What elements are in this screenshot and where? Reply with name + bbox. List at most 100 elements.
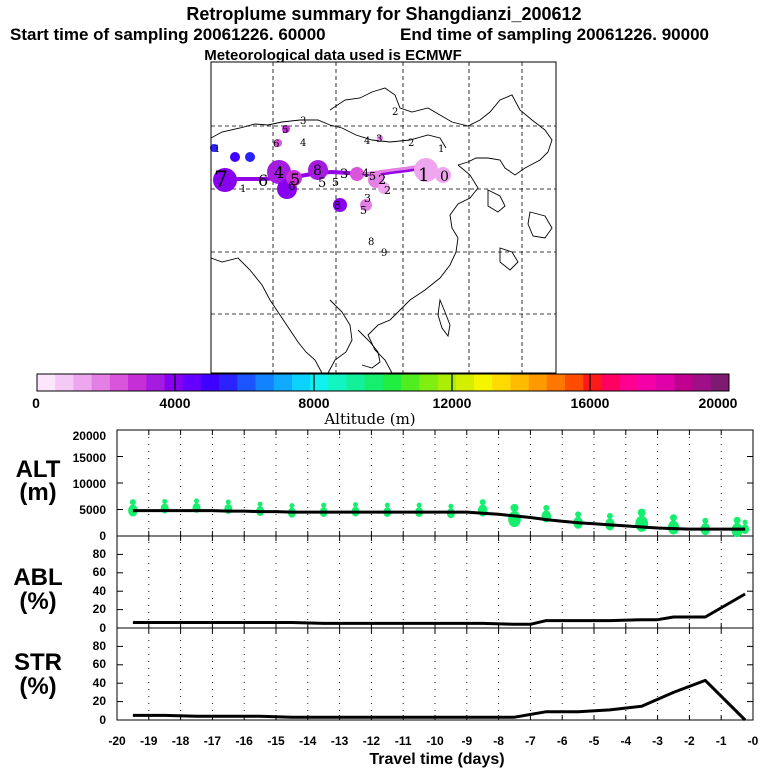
x-tick-label: -16 (236, 734, 254, 748)
str-y-tick-label: 80 (93, 639, 107, 653)
abl-series-line (132, 592, 746, 626)
colorbar-swatch (37, 374, 56, 391)
alt-y-tick-label: 20000 (73, 429, 107, 443)
colorbar-swatch (73, 374, 93, 391)
str-y-tick-label: 20 (93, 694, 107, 708)
abl-y-tick-label: 60 (93, 565, 107, 579)
colorbar-swatch (219, 374, 238, 391)
map-day-labels: 7 6 4 5 6 8 5 3 5 2 1 0 3 4 4 3 2 1 8 5 … (214, 107, 449, 259)
colorbar-swatch (583, 374, 603, 391)
colorbar-tick-label: 20000 (699, 395, 738, 411)
colorbar-swatch (656, 374, 675, 391)
colorbar-swatch (546, 374, 566, 391)
x-tick-label: -8 (493, 734, 504, 748)
alt-plume-point (742, 519, 748, 525)
alt-plume-point (543, 504, 550, 511)
x-tick-label: -2 (684, 734, 695, 748)
x-tick-label: -15 (267, 734, 285, 748)
alt-plume-point (733, 516, 741, 524)
x-tick-label: -0 (748, 734, 759, 748)
map-label: 2 (378, 173, 386, 188)
colorbar-tick-label: 16000 (571, 395, 610, 411)
map-label: 8 (313, 163, 322, 179)
x-tick-label: -12 (363, 734, 381, 748)
map-label: 5 (318, 176, 326, 191)
str-ylabel-unit: (%) (19, 673, 56, 700)
x-tick-label: -10 (426, 734, 444, 748)
map-label: 5 (290, 170, 300, 189)
colorbar-swatch (601, 374, 621, 391)
x-tick-label: -20 (108, 734, 126, 748)
colorbar-outline (36, 373, 730, 392)
colorbar-swatch (237, 374, 257, 391)
colorbar-swatch (128, 374, 147, 391)
colorbar-swatch (637, 374, 657, 391)
alt-plume-point (606, 512, 613, 519)
map-gridlines (211, 62, 556, 373)
map-label: 5 (332, 176, 339, 189)
colorbar-swatch (401, 374, 420, 391)
abl-y-tick-label: 80 (93, 547, 107, 561)
map-label: 2 (392, 107, 398, 118)
colorbar-swatch (510, 374, 530, 391)
abl-y-tick-label: 20 (93, 602, 107, 616)
colorbar-swatch (200, 374, 220, 391)
map-label: 2 (384, 184, 391, 197)
colorbar-tick-label: 0 (32, 395, 40, 411)
alt-plume-point (508, 511, 521, 528)
alt-plume-point (225, 499, 231, 505)
alt-plume-point (510, 503, 519, 512)
colorbar-swatch (91, 374, 111, 391)
str-y-tick-labels: 80 60 40 20 0 (93, 639, 107, 727)
panel-tick-marks (116, 429, 754, 721)
colorbar-swatch (109, 374, 129, 391)
colorbar-swatch (146, 374, 165, 391)
alt-plume-point (575, 511, 582, 518)
map-label: 3 (340, 167, 348, 182)
alt-plume-point (162, 498, 168, 504)
alt-plume-point (257, 501, 263, 507)
abl-y-tick-labels: 80 60 40 20 0 (93, 547, 107, 635)
x-tick-label: -6 (557, 734, 568, 748)
alt-plume-point (321, 502, 327, 508)
start-time-label: Start time of sampling 20061226. 60000 (10, 25, 326, 44)
colorbar-swatch (164, 374, 184, 391)
colorbar-swatch (383, 374, 402, 391)
alt-plume-point (129, 499, 136, 506)
x-axis-label: Travel time (days) (369, 751, 504, 768)
alt-plume-points (128, 498, 750, 538)
map-coastlines (210, 87, 553, 374)
alt-plume-point (384, 502, 390, 508)
colorbar-swatch (346, 374, 366, 391)
colorbar-swatch (182, 374, 202, 391)
alt-plume-point (702, 517, 709, 524)
abl-ylabel: ABL (13, 564, 62, 591)
panel-gridlines (148, 430, 722, 720)
colorbar-swatch (492, 374, 511, 391)
map-label: 0 (440, 169, 449, 185)
map-label: 4 (300, 138, 306, 149)
alt-plume-point (670, 514, 677, 522)
alt-series-line (132, 509, 746, 531)
colorbar-tick-labels: 0 4000 8000 12000 16000 20000 (32, 395, 738, 411)
colorbar-tick-label: 8000 (298, 395, 329, 411)
map-label: 3 (364, 192, 371, 205)
figure-title: Retroplume summary for Shangdianzi_20061… (186, 4, 581, 24)
alt-plume-point (448, 503, 454, 509)
alt-y-tick-label: 10000 (73, 477, 107, 491)
map-label: 4 (364, 136, 370, 147)
map-label: 9 (381, 248, 387, 259)
x-tick-label: -1 (716, 734, 727, 748)
x-tick-label: -19 (140, 734, 158, 748)
alt-panel-frame (116, 429, 754, 537)
map-label: 8 (368, 237, 374, 248)
x-tick-label: -3 (652, 734, 663, 748)
colorbar-swatch (255, 374, 275, 391)
map-label: 4 (274, 163, 284, 182)
colorbar-swatch (455, 374, 475, 391)
colorbar-swatch (619, 374, 639, 391)
map-label: 4 (362, 167, 369, 180)
map-label: 3 (300, 116, 306, 127)
map-label: 7 (214, 168, 228, 193)
